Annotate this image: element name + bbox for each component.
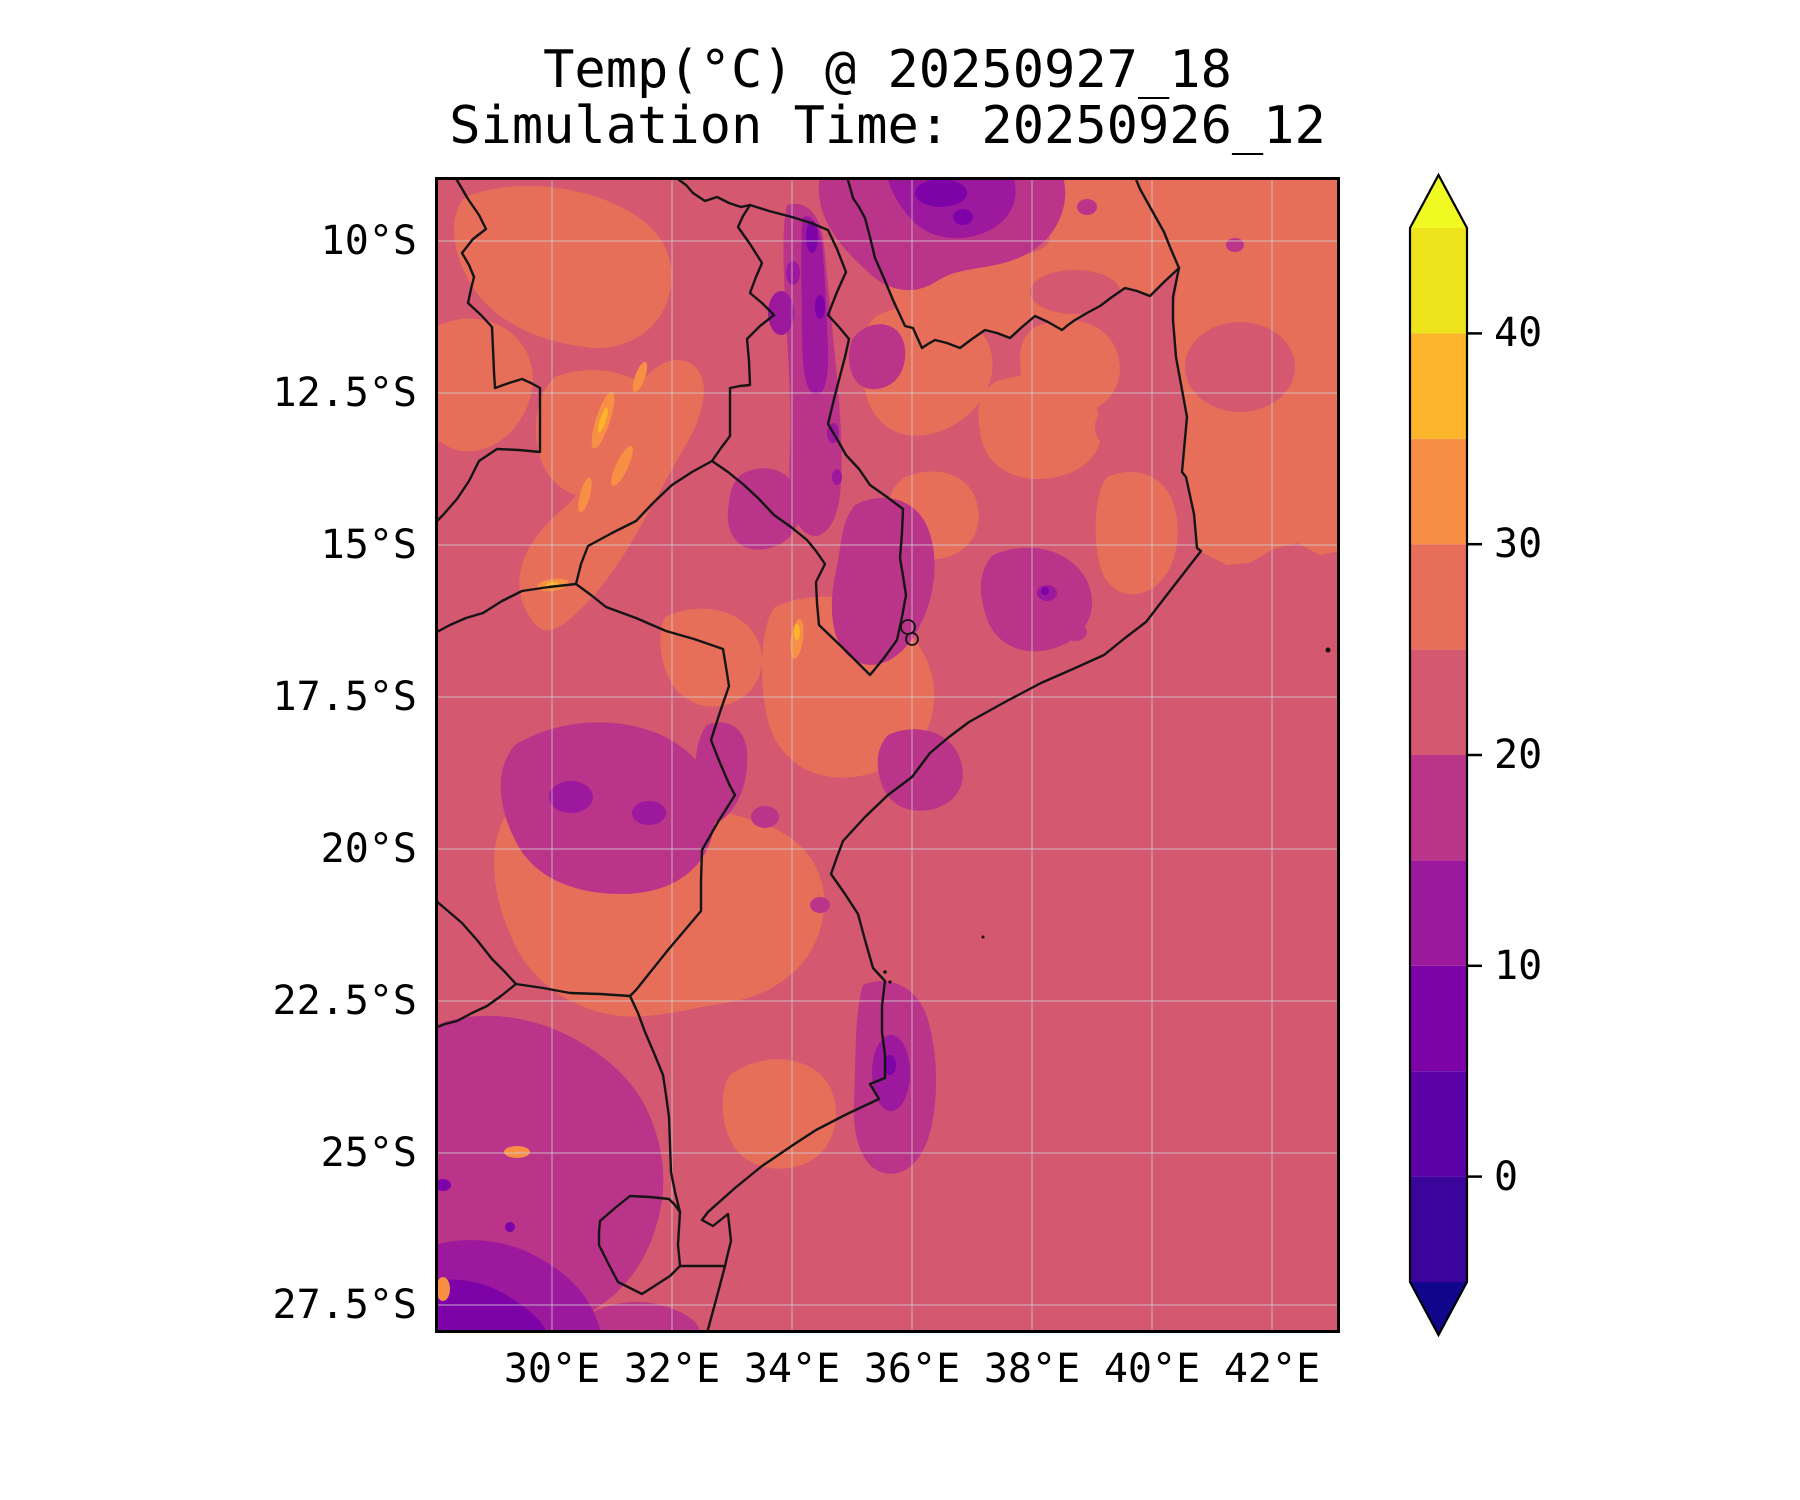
region-nampula-a (978, 375, 1102, 480)
map-frame (435, 177, 1340, 1333)
region-tete (660, 608, 762, 707)
y-tick-label: 10°S (320, 218, 417, 264)
colorbar-band (1410, 1071, 1467, 1177)
colorbar-band (1410, 228, 1467, 334)
x-tick-label: 40°E (1103, 1346, 1201, 1392)
border-botswana-southafrica (435, 982, 518, 1030)
colorbar-band (1410, 544, 1467, 650)
y-tick-label: 12.5°S (272, 370, 418, 416)
region-lichinga (849, 324, 906, 390)
country-borders (435, 177, 1203, 1333)
border-drc-zambia-pedicle (435, 177, 542, 525)
x-tick-label: 36°E (863, 1346, 961, 1392)
border-eswatini (597, 1194, 682, 1296)
temp-regions-10-15 (435, 177, 1057, 1333)
colorbar-band (1410, 438, 1467, 545)
coastline (700, 177, 1203, 1333)
region-angonia (727, 468, 801, 550)
temp-regions-5-10 (435, 179, 1049, 1333)
region-sa-east (583, 1302, 700, 1333)
colorbar-band (1410, 860, 1467, 966)
region-namuli (980, 547, 1092, 652)
border-tanzania-zambia (673, 177, 752, 209)
colorbar-tick-label: 20 (1494, 732, 1543, 778)
x-tick-label: 38°E (983, 1346, 1081, 1392)
border-limpopo-botswana (435, 898, 632, 998)
x-tick-label: 34°E (743, 1346, 841, 1392)
region-sa-corner-core (435, 1279, 547, 1333)
y-tick-label: 22.5°S (272, 978, 418, 1024)
gridlines (435, 177, 1340, 1333)
border-southafrica-mozambique (628, 994, 727, 1268)
temp-field (435, 177, 1340, 1333)
region-zambia-a (453, 185, 672, 349)
colorbar-over-arrow (1410, 175, 1467, 228)
border-tanzania-mozambique-ruvuma (845, 177, 1181, 350)
region-luangwa-corridor (519, 359, 704, 631)
region-zim-plateau (500, 722, 716, 894)
colorbar-band (1410, 1176, 1467, 1282)
map-plot-area (435, 177, 1340, 1333)
colorbar-outline (1408, 172, 1469, 1338)
colorbar-under-arrow (1410, 1282, 1467, 1335)
colorbar-tick-label: 40 (1494, 310, 1543, 357)
border-zambia-mozambique (574, 459, 714, 586)
y-tick-label: 27.5°S (272, 1282, 418, 1328)
y-tick-label: 15°S (320, 522, 417, 568)
colorbar (1408, 172, 1482, 1338)
x-tick-label: 32°E (623, 1346, 721, 1392)
y-tick-label: 17.5°S (272, 674, 418, 720)
colorbar-tick-label: 10 (1494, 942, 1543, 989)
border-zambia-zimbabwe (435, 582, 578, 635)
y-tick-label: 20°S (320, 826, 417, 872)
colorbar-tick-label: 30 (1494, 521, 1543, 568)
colorbar-tick-label: 0 (1494, 1153, 1519, 1200)
plot-subtitle: Simulation Time: 20250926_12 (449, 96, 1326, 156)
border-zimbabwe-mozambique (574, 582, 737, 998)
y-tick-label: 25°S (320, 1130, 417, 1176)
border-malawi-outline (710, 203, 908, 677)
colorbar-band (1410, 965, 1467, 1072)
temp-regions-25-30 (435, 177, 1340, 1190)
lake-chilwa-outline2 (905, 632, 919, 646)
colorbar-band (1410, 649, 1467, 755)
small-islands (883, 647, 1331, 984)
temp-hot-streaks (436, 361, 804, 1301)
colorbar-band (1410, 333, 1467, 439)
region-zambia-b (435, 318, 533, 452)
region-cheringoma (877, 729, 963, 811)
x-tick-label: 42°E (1223, 1346, 1321, 1392)
x-tick-label: 30°E (503, 1346, 601, 1392)
colorbar-band (1410, 755, 1467, 861)
region-ne-ocean-tanzania (847, 177, 1340, 565)
plot-title: Temp(°C) @ 20250927_18 (543, 40, 1232, 100)
region-s-malawi-highlands (831, 497, 935, 665)
region-south-moz (722, 1059, 836, 1169)
region-lake-north-streak (801, 216, 829, 395)
region-nampula-b (1095, 471, 1178, 595)
